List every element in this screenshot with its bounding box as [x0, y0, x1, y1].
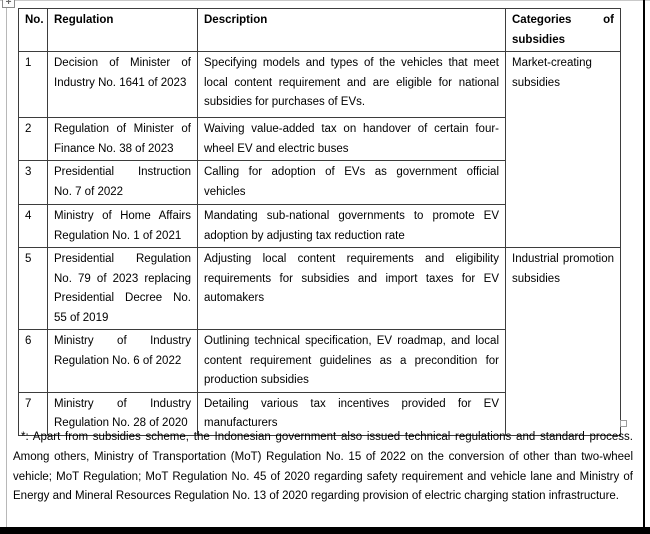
col-header-categories[interactable]: Categories of subsidies — [505, 8, 621, 52]
cell-description[interactable]: Detailing various tax incentives provide… — [197, 391, 506, 436]
cell-no[interactable]: 1 — [18, 51, 48, 118]
col-header-regulation[interactable]: Regulation — [47, 8, 198, 52]
cell-regulation[interactable]: Decision of Minister of Industry No. 164… — [47, 51, 198, 118]
table-row: 3 Presidential Instruction No. 7 of 2022… — [18, 160, 621, 205]
window-bottom-edge — [0, 527, 650, 534]
table-resize-handle[interactable] — [620, 420, 627, 427]
page-left-boundary — [6, 0, 7, 527]
cell-description[interactable]: Adjusting local content requirements and… — [197, 247, 506, 330]
table-row: 5 Presidential Regulation No. 79 of 2023… — [18, 247, 621, 436]
footnote-text[interactable]: *: Apart from subsidies scheme, the Indo… — [13, 431, 633, 503]
cell-description[interactable]: Specifying models and types of the vehic… — [197, 51, 506, 118]
cell-regulation[interactable]: Ministry of Industry Regulation No. 28 o… — [47, 391, 198, 436]
col-header-no[interactable]: No. — [18, 8, 48, 52]
cell-no[interactable]: 2 — [18, 117, 48, 161]
header-row: No. Regulation Description Categories of… — [18, 8, 621, 52]
table-row: 2 Regulation of Minister of Finance No. … — [18, 117, 621, 161]
window-right-edge — [643, 0, 645, 534]
table-row: 1 Decision of Minister of Industry No. 1… — [18, 51, 621, 248]
cell-category-market-creating[interactable]: Market-creating subsidies — [505, 51, 621, 248]
cell-regulation[interactable]: Regulation of Minister of Finance No. 38… — [47, 117, 198, 161]
cell-no[interactable]: 3 — [18, 160, 48, 205]
cell-description[interactable]: Outlining technical specification, EV ro… — [197, 329, 506, 393]
cell-regulation[interactable]: Presidential Regulation No. 79 of 2023 r… — [47, 247, 198, 330]
table-row: 6 Ministry of Industry Regulation No. 6 … — [18, 329, 621, 393]
cell-regulation[interactable]: Ministry of Industry Regulation No. 6 of… — [47, 329, 198, 393]
cell-description[interactable]: Mandating sub-national governments to pr… — [197, 204, 506, 248]
col-header-description[interactable]: Description — [197, 8, 506, 52]
cell-category-industrial-promotion[interactable]: Industrial promotion subsidies — [505, 247, 621, 436]
cell-description[interactable]: Calling for adoption of EVs as governmen… — [197, 160, 506, 205]
table-row: 7 Ministry of Industry Regulation No. 28… — [18, 391, 621, 436]
cell-no[interactable]: 7 — [18, 391, 48, 436]
move-cross-icon: + — [5, 0, 12, 8]
cell-regulation[interactable]: Presidential Instruction No. 7 of 2022 — [47, 160, 198, 205]
cell-no[interactable]: 6 — [18, 329, 48, 393]
page-top-border — [0, 0, 650, 1]
regulations-table: No. Regulation Description Categories of… — [18, 8, 621, 436]
cell-no[interactable]: 4 — [18, 204, 48, 248]
cell-regulation[interactable]: Ministry of Home Affairs Regulation No. … — [47, 204, 198, 248]
table-row: 4 Ministry of Home Affairs Regulation No… — [18, 204, 621, 248]
cell-no[interactable]: 5 — [18, 247, 48, 330]
table-move-handle[interactable]: + — [2, 0, 15, 8]
cell-description[interactable]: Waiving value-added tax on handover of c… — [197, 117, 506, 161]
